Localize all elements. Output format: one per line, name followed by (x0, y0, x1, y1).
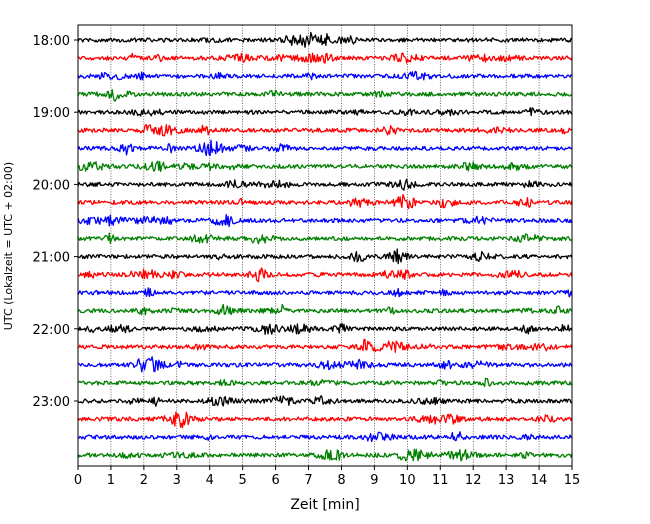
seismic-trace (77, 431, 573, 443)
y-tick-label: 23:00 (33, 395, 70, 410)
y-axis-label: UTC (Lokalzeit = UTC + 02:00) (2, 162, 15, 330)
seismic-trace (77, 303, 573, 316)
x-axis-ticks: 0 1 2 3 4 5 6 7 8 9 10 11 12 13 14 15 (74, 466, 580, 488)
seismic-trace (77, 107, 573, 117)
x-tick-label: 15 (564, 473, 581, 488)
x-tick-label: 1 (107, 473, 115, 488)
seismic-trace (77, 178, 573, 191)
x-tick-label: 0 (74, 473, 82, 488)
y-tick-label: 19:00 (33, 106, 70, 121)
seismic-trace (77, 52, 573, 64)
x-tick-label: 4 (206, 473, 214, 488)
seismic-trace (77, 267, 573, 283)
x-tick-label: 5 (239, 473, 247, 488)
x-tick-label: 10 (399, 473, 416, 488)
seismic-trace (77, 338, 573, 353)
y-tick-label: 22:00 (33, 323, 70, 338)
seismic-trace (77, 89, 573, 102)
x-tick-label: 14 (531, 473, 548, 488)
x-tick-label: 7 (304, 473, 312, 488)
seismic-trace (77, 395, 573, 407)
seismic-trace (77, 448, 573, 462)
seismic-traces (77, 31, 573, 462)
seismic-trace (77, 287, 573, 298)
seismic-trace (77, 193, 573, 210)
plot-frame (77, 24, 573, 467)
x-tick-label: 3 (173, 473, 181, 488)
seismic-trace (77, 70, 573, 81)
x-tick-label: 8 (337, 473, 345, 488)
x-axis-label: Zeit [min] (290, 497, 359, 513)
seismic-trace (77, 213, 573, 228)
seismic-trace (77, 356, 573, 373)
seismic-trace (77, 248, 573, 265)
grid-lines (110, 25, 540, 466)
x-tick-label: 2 (140, 473, 148, 488)
x-tick-label: 9 (370, 473, 378, 488)
seismic-trace (77, 139, 573, 157)
x-tick-label: 11 (432, 473, 449, 488)
seismic-trace (77, 322, 573, 335)
seismic-trace (77, 31, 573, 48)
x-tick-label: 12 (465, 473, 482, 488)
seismic-trace (77, 124, 573, 137)
y-axis-ticks: 18:00 19:00 20:00 21:00 22:00 23:00 (33, 34, 78, 410)
x-tick-label: 13 (498, 473, 515, 488)
x-tick-label: 6 (271, 473, 279, 488)
y-tick-label: 20:00 (33, 178, 70, 193)
seismic-trace (78, 160, 573, 173)
y-tick-label: 21:00 (33, 251, 70, 266)
y-tick-label: 18:00 (33, 34, 70, 49)
seismic-trace (77, 377, 573, 388)
seismic-trace (77, 411, 573, 429)
seismic-trace (77, 232, 573, 245)
